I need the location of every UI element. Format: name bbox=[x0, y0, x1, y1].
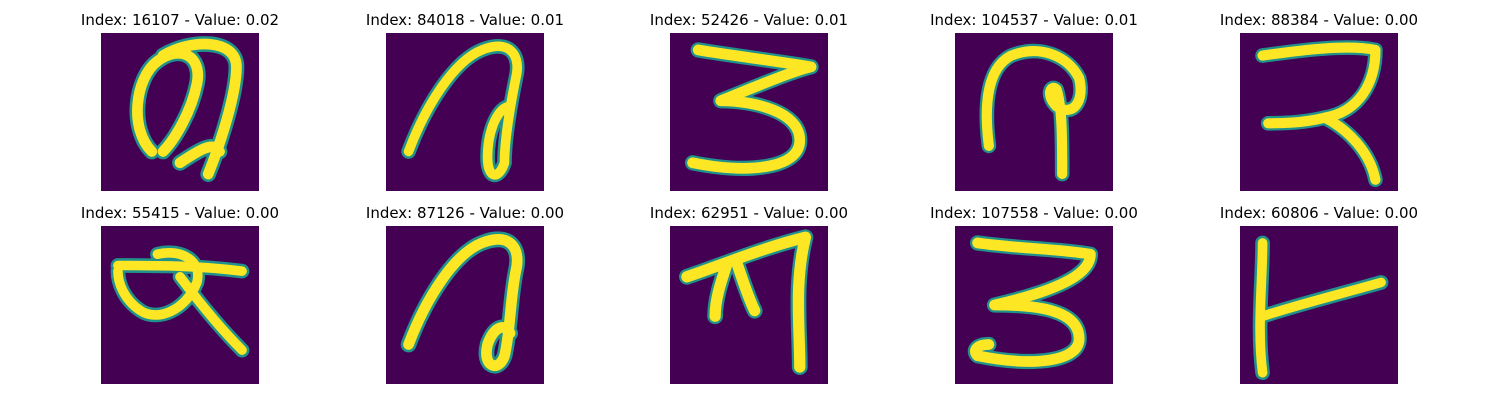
character-image bbox=[386, 226, 544, 384]
character-image bbox=[101, 226, 259, 384]
panel-title: Index: 107558 - Value: 0.00 bbox=[930, 204, 1138, 222]
panel-title: Index: 16107 - Value: 0.02 bbox=[80, 11, 280, 29]
panel-52426: Index: 52426 - Value: 0.01 bbox=[619, 11, 879, 191]
panel-title: Index: 87126 - Value: 0.00 bbox=[365, 204, 565, 222]
panel-87126: Index: 87126 - Value: 0.00 bbox=[335, 204, 595, 384]
character-image bbox=[955, 226, 1113, 384]
panel-107558: Index: 107558 - Value: 0.00 bbox=[904, 204, 1164, 384]
panel-title: Index: 55415 - Value: 0.00 bbox=[80, 204, 280, 222]
panel-62951: Index: 62951 - Value: 0.00 bbox=[619, 204, 879, 384]
character-image bbox=[1240, 226, 1398, 384]
panel-title: Index: 62951 - Value: 0.00 bbox=[649, 204, 849, 222]
character-image bbox=[670, 33, 828, 191]
panel-title: Index: 104537 - Value: 0.01 bbox=[930, 11, 1138, 29]
panel-16107: Index: 16107 - Value: 0.02 bbox=[50, 11, 310, 191]
character-image bbox=[1240, 33, 1398, 191]
panel-title: Index: 88384 - Value: 0.00 bbox=[1219, 11, 1419, 29]
character-image bbox=[955, 33, 1113, 191]
character-image bbox=[386, 33, 544, 191]
panel-84018: Index: 84018 - Value: 0.01 bbox=[335, 11, 595, 191]
panel-104537: Index: 104537 - Value: 0.01 bbox=[904, 11, 1164, 191]
character-image bbox=[101, 33, 259, 191]
panel-60806: Index: 60806 - Value: 0.00 bbox=[1189, 204, 1449, 384]
panel-title: Index: 60806 - Value: 0.00 bbox=[1219, 204, 1419, 222]
panel-title: Index: 84018 - Value: 0.01 bbox=[365, 11, 565, 29]
panel-title: Index: 52426 - Value: 0.01 bbox=[649, 11, 849, 29]
panel-55415: Index: 55415 - Value: 0.00 bbox=[50, 204, 310, 384]
panel-88384: Index: 88384 - Value: 0.00 bbox=[1189, 11, 1449, 191]
character-image bbox=[670, 226, 828, 384]
